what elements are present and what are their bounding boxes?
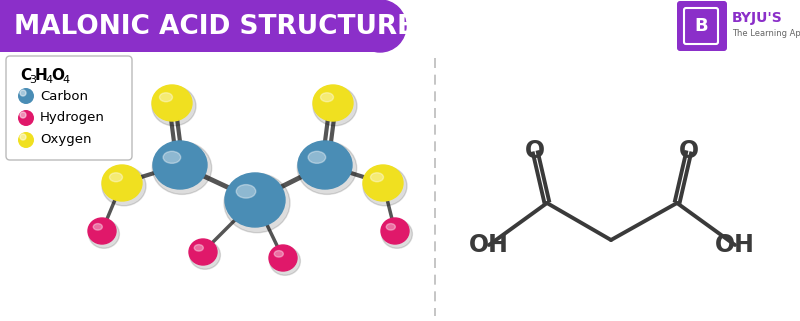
Circle shape xyxy=(20,134,26,140)
Text: O: O xyxy=(51,67,64,82)
Circle shape xyxy=(18,110,34,126)
Ellipse shape xyxy=(88,218,116,244)
Ellipse shape xyxy=(386,224,395,230)
Ellipse shape xyxy=(270,247,301,275)
FancyBboxPatch shape xyxy=(6,56,132,160)
Text: O: O xyxy=(679,139,699,163)
Text: O: O xyxy=(525,139,545,163)
Text: OH: OH xyxy=(469,233,509,257)
Text: Oxygen: Oxygen xyxy=(40,134,91,146)
Ellipse shape xyxy=(363,166,407,206)
Text: 3: 3 xyxy=(29,75,36,85)
Ellipse shape xyxy=(381,218,409,244)
Ellipse shape xyxy=(313,86,357,126)
Ellipse shape xyxy=(298,142,357,195)
Ellipse shape xyxy=(190,241,221,269)
Ellipse shape xyxy=(298,141,352,189)
Polygon shape xyxy=(0,0,380,52)
Ellipse shape xyxy=(153,141,207,189)
Text: BYJU'S: BYJU'S xyxy=(732,11,782,25)
Ellipse shape xyxy=(321,93,334,102)
Text: Carbon: Carbon xyxy=(40,90,88,102)
Ellipse shape xyxy=(269,245,297,271)
Ellipse shape xyxy=(152,142,212,195)
FancyBboxPatch shape xyxy=(677,1,727,51)
Ellipse shape xyxy=(313,85,353,121)
Text: B: B xyxy=(694,17,708,35)
Text: MALONIC ACID STRUCTURE: MALONIC ACID STRUCTURE xyxy=(14,14,415,40)
Ellipse shape xyxy=(224,173,290,233)
Ellipse shape xyxy=(236,185,256,198)
Ellipse shape xyxy=(152,86,196,126)
Ellipse shape xyxy=(152,85,192,121)
Ellipse shape xyxy=(274,251,283,257)
Ellipse shape xyxy=(308,151,326,163)
Text: The Learning App: The Learning App xyxy=(732,29,800,38)
Circle shape xyxy=(20,112,26,118)
Ellipse shape xyxy=(382,220,413,248)
Ellipse shape xyxy=(363,165,403,201)
Text: C: C xyxy=(20,67,31,82)
Ellipse shape xyxy=(89,220,119,248)
Ellipse shape xyxy=(159,93,173,102)
Text: H: H xyxy=(35,67,48,82)
Circle shape xyxy=(18,132,34,148)
Ellipse shape xyxy=(163,151,181,163)
Ellipse shape xyxy=(110,173,122,182)
Ellipse shape xyxy=(370,173,383,182)
Ellipse shape xyxy=(102,166,146,206)
Circle shape xyxy=(20,90,26,96)
Circle shape xyxy=(18,88,34,104)
Text: OH: OH xyxy=(715,233,755,257)
Ellipse shape xyxy=(94,224,102,230)
Ellipse shape xyxy=(189,239,217,265)
Ellipse shape xyxy=(194,245,203,251)
Circle shape xyxy=(354,0,406,52)
Ellipse shape xyxy=(102,165,142,201)
Text: Hydrogen: Hydrogen xyxy=(40,111,105,125)
Text: 4: 4 xyxy=(62,75,69,85)
Ellipse shape xyxy=(225,173,285,227)
Text: 4: 4 xyxy=(45,75,52,85)
